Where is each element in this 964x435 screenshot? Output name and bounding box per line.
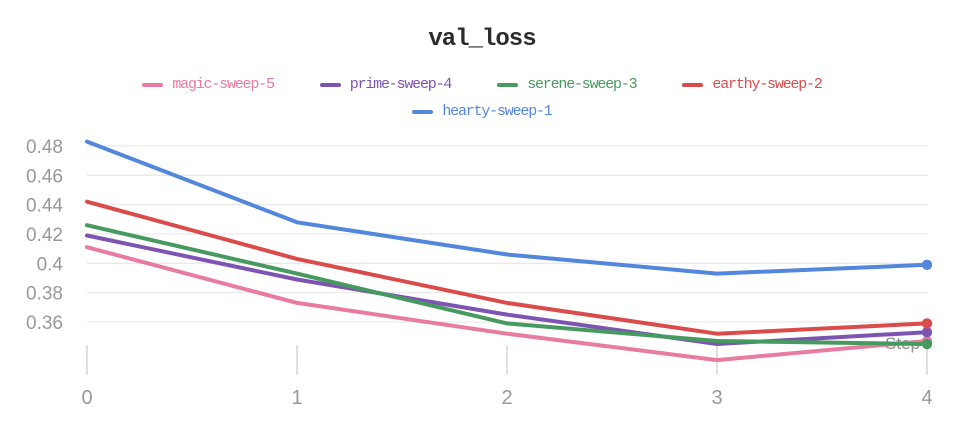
legend-color-dash-icon: [142, 82, 164, 87]
y-tick-label: 0.48: [26, 137, 63, 158]
legend-label: hearty-sweep-1: [442, 103, 552, 120]
y-tick-label: 0.42: [26, 225, 63, 246]
legend-color-dash-icon: [497, 82, 519, 87]
legend-item-magic-sweep-5[interactable]: magic-sweep-5: [142, 76, 275, 93]
series-line-serene-sweep-3[interactable]: [85, 223, 929, 346]
legend-label: earthy-sweep-2: [712, 76, 822, 93]
series-endpoint-earthy-sweep-2[interactable]: [921, 318, 933, 329]
chart-title: val_loss: [428, 26, 536, 53]
x-tick-label: 3: [711, 387, 722, 409]
legend-color-dash-icon: [319, 82, 341, 87]
chart-legend: magic-sweep-5 prime-sweep-4 serene-sweep…: [0, 71, 964, 125]
legend-color-dash-icon: [682, 82, 704, 87]
legend-item-earthy-sweep-2[interactable]: earthy-sweep-2: [682, 76, 823, 93]
y-tick-label: 0.38: [26, 284, 63, 305]
x-tick-label: 0: [81, 387, 92, 409]
legend-item-hearty-sweep-1[interactable]: hearty-sweep-1: [412, 103, 553, 120]
x-tick-label: 4: [921, 387, 932, 409]
series-endpoint-hearty-sweep-1[interactable]: [921, 259, 933, 270]
legend-label: serene-sweep-3: [527, 76, 637, 93]
series-line-hearty-sweep-1[interactable]: [85, 139, 929, 276]
y-tick-label: 0.4: [37, 254, 64, 275]
x-tick-label: 2: [501, 387, 512, 409]
legend-row-1: magic-sweep-5 prime-sweep-4 serene-sweep…: [0, 71, 964, 98]
legend-label: prime-sweep-4: [349, 76, 453, 93]
series-line-magic-sweep-5[interactable]: [85, 245, 929, 363]
legend-label: magic-sweep-5: [172, 76, 275, 93]
legend-row-2: hearty-sweep-1: [0, 98, 964, 125]
x-tick-label: 1: [291, 387, 302, 409]
legend-color-dash-icon: [412, 109, 434, 114]
y-tick-label: 0.46: [26, 166, 63, 187]
legend-item-serene-sweep-3[interactable]: serene-sweep-3: [497, 76, 638, 93]
series-endpoint-prime-sweep-4[interactable]: [921, 327, 933, 338]
y-tick-label: 0.36: [26, 313, 63, 334]
series-endpoint-serene-sweep-3[interactable]: [921, 338, 933, 350]
y-tick-label: 0.44: [26, 196, 63, 217]
series-line-earthy-sweep-2[interactable]: [85, 199, 929, 336]
legend-item-prime-sweep-4[interactable]: prime-sweep-4: [319, 76, 453, 93]
